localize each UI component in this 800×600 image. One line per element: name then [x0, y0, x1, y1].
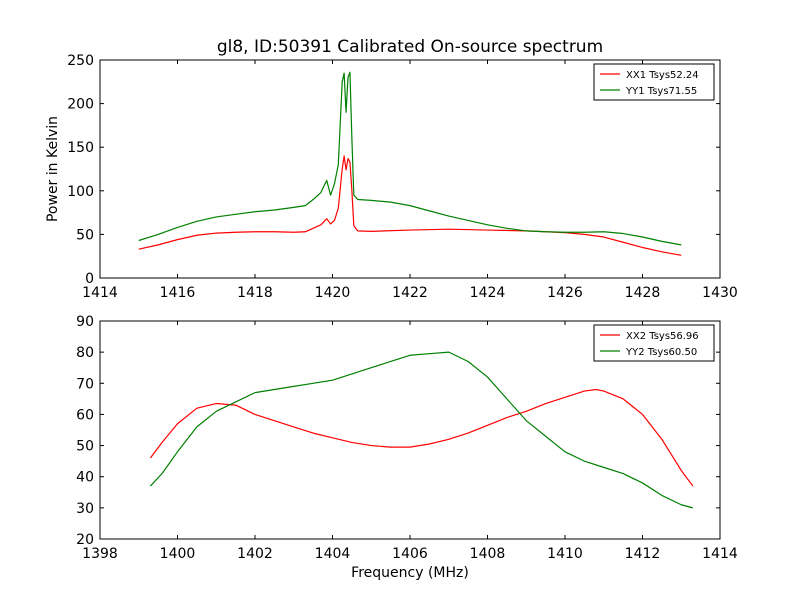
top-y-axis-label: Power in Kelvin — [45, 116, 61, 222]
x-tick-label: 1420 — [315, 285, 351, 301]
x-tick-label: 1416 — [160, 285, 196, 301]
x-tick-label: 1426 — [547, 285, 583, 301]
x-tick-label: 1414 — [82, 285, 118, 301]
y-tick-label: 250 — [67, 53, 94, 69]
series-line-yy1 — [138, 71, 682, 246]
legend-label: XX1 Tsys52.24 — [626, 70, 699, 81]
x-tick-label: 1418 — [237, 285, 273, 301]
legend-label: XX2 Tsys56.96 — [626, 331, 699, 342]
x-tick-label: 1430 — [702, 285, 738, 301]
y-tick-label: 40 — [76, 470, 94, 486]
y-tick-label: 50 — [76, 439, 94, 455]
legend-label: YY1 Tsys71.55 — [625, 86, 697, 97]
x-tick-label: 1414 — [702, 546, 738, 562]
x-tick-label: 1422 — [392, 285, 428, 301]
x-tick-label: 1404 — [315, 546, 351, 562]
x-tick-label: 1406 — [392, 546, 428, 562]
y-tick-label: 30 — [76, 501, 94, 517]
y-tick-label: 20 — [76, 532, 94, 548]
x-tick-label: 1412 — [625, 546, 661, 562]
bottom-chart-panel: 1398 1400 1402 1404 1406 1408 1410 1412 1414 20 30… — [76, 314, 738, 562]
y-tick-label: 100 — [67, 184, 94, 200]
y-tick-label: 50 — [76, 227, 94, 243]
x-tick-label: 1410 — [547, 546, 583, 562]
y-tick-label: 200 — [67, 97, 94, 113]
y-tick-label: 80 — [76, 345, 94, 361]
series-line-yy2 — [149, 351, 694, 509]
y-tick-label: 90 — [76, 314, 94, 330]
x-tick-label: 1428 — [625, 285, 661, 301]
series-line-xx1 — [138, 155, 682, 256]
top-chart-panel: 1414 1416 1418 1420 1422 1424 1426 1428 1430 0 50 1… — [67, 53, 738, 301]
x-tick-label: 1408 — [470, 546, 506, 562]
bottom-x-axis-label: Frequency (MHz) — [351, 565, 469, 581]
legend-label: YY2 Tsys60.50 — [625, 347, 697, 358]
series-line-xx2 — [149, 388, 694, 487]
legend-box — [593, 63, 715, 101]
y-tick-label: 60 — [76, 407, 94, 423]
y-tick-label: 150 — [67, 140, 94, 156]
x-tick-label: 1424 — [470, 285, 506, 301]
chart-title: gl8, ID:50391 Calibrated On-source spect… — [217, 37, 603, 57]
y-tick-label: 0 — [85, 271, 94, 287]
legend-box — [593, 324, 715, 362]
x-tick-label: 1402 — [237, 546, 273, 562]
x-tick-label: 1398 — [82, 546, 118, 562]
x-tick-label: 1400 — [160, 546, 196, 562]
y-tick-label: 70 — [76, 376, 94, 392]
